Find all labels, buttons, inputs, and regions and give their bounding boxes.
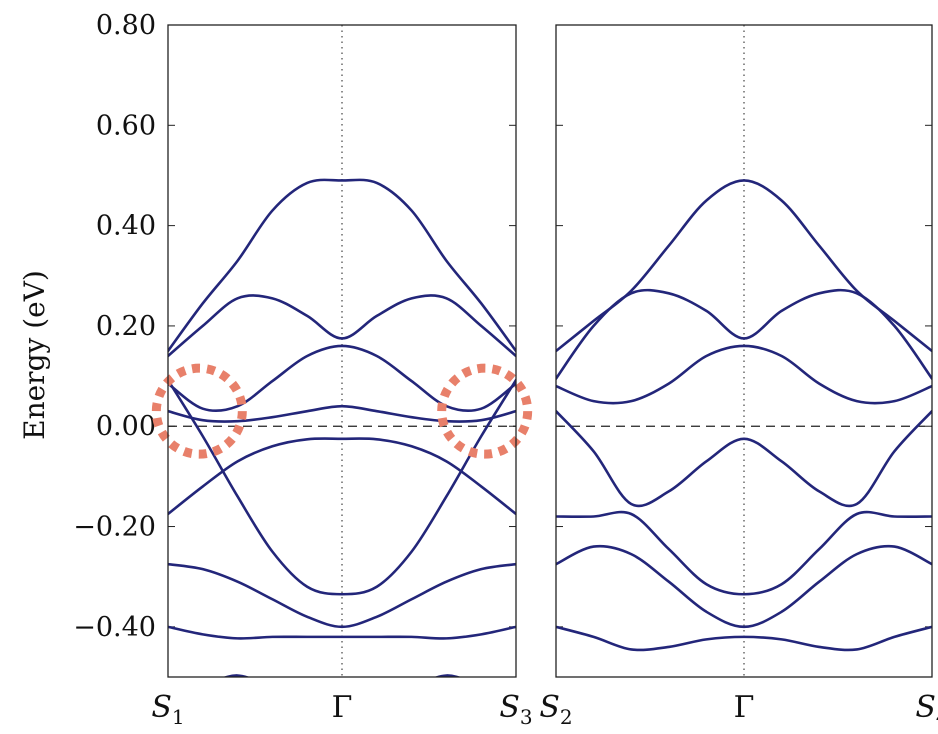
band-line [168, 562, 516, 629]
x-tick-label: S2 [539, 690, 572, 729]
x-tick-label: S1 [151, 690, 184, 729]
y-tick-label: −0.40 [73, 612, 156, 643]
highlight-circle [151, 363, 247, 459]
band-panel-right: S2 Γ S4 [539, 24, 938, 729]
band-panel-left: S1 Γ S3 [151, 24, 533, 729]
x-tick-label: S3 [499, 690, 532, 729]
x-tick-label: Γ [332, 690, 353, 725]
band-line [168, 344, 516, 413]
y-tick-label: 0.80 [96, 10, 156, 41]
band-line [556, 625, 932, 652]
band-line [556, 510, 932, 596]
band-line [168, 178, 516, 353]
y-tick-label: 0.20 [96, 311, 156, 342]
x-tick-label: Γ [734, 690, 755, 725]
panel-frame [167, 24, 517, 678]
band-line [556, 344, 932, 405]
x-tick-label: S4 [915, 690, 938, 729]
band-line [168, 625, 516, 640]
y-axis-ticks: 0.80 0.60 0.40 0.20 0.00 −0.20 −0.40 [73, 10, 932, 643]
band-line [556, 179, 932, 353]
highlight-circle [437, 363, 533, 459]
plot-area [556, 25, 932, 677]
plot-area [168, 25, 516, 677]
y-tick-label: 0.40 [96, 211, 156, 242]
panel-frame [555, 24, 933, 678]
band-line [556, 288, 932, 380]
band-line [168, 294, 516, 358]
y-tick-label: 0.60 [96, 110, 156, 141]
band-line [556, 409, 932, 508]
y-axis-label: Energy (eV) [18, 270, 51, 440]
band-line [168, 437, 516, 516]
y-tick-label: 0.00 [96, 411, 156, 442]
y-tick-label: −0.20 [73, 512, 156, 543]
band-line [168, 404, 516, 423]
band-line [556, 544, 932, 629]
band-line [168, 378, 516, 596]
